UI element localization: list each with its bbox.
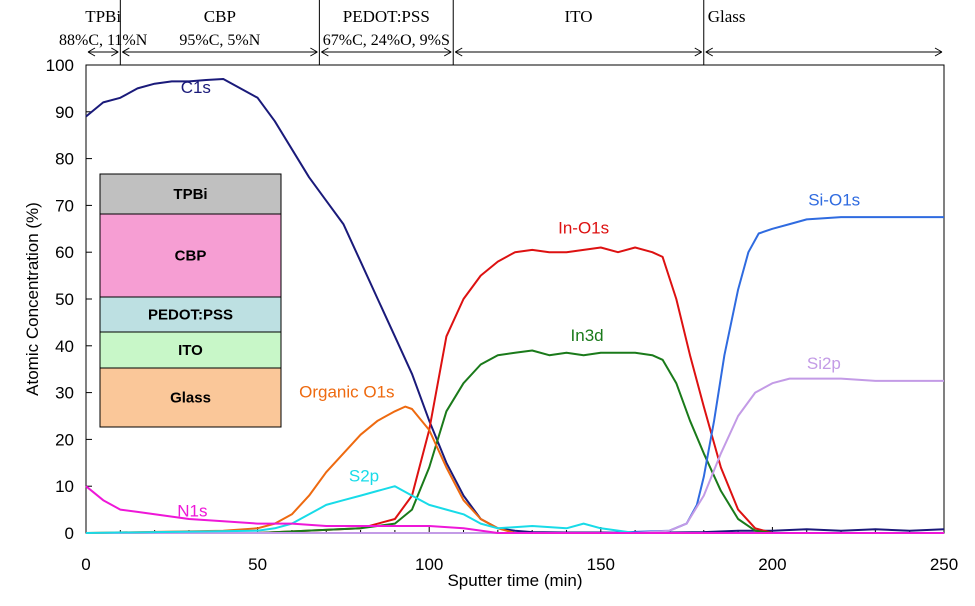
inset-layer-label: CBP	[175, 248, 207, 265]
x-tick-label: 0	[81, 555, 90, 574]
x-tick-label: 200	[758, 555, 786, 574]
region-arrowhead-right	[443, 47, 452, 57]
region-arrowhead-right	[310, 47, 318, 57]
region-arrowhead-right	[694, 47, 703, 57]
y-tick-label: 50	[55, 290, 74, 309]
inset-layer-label: TPBi	[173, 186, 207, 203]
series-label: N1s	[177, 502, 207, 521]
layer-region-header: TPBi 88%C, 11%N CBP 95%C, 5%N PEDOT:PSS 67%C,…	[59, 0, 943, 65]
x-tick-label: 100	[415, 555, 443, 574]
series-labels: C1s In-O1s In3d Si-O1s Si2p Organic O1s S2p N1s	[177, 78, 860, 521]
region-arrowhead-right	[934, 47, 943, 57]
x-axis-ticks: 0 50 100 150 200 250	[81, 527, 958, 574]
series-label: In-O1s	[558, 218, 609, 237]
y-tick-label: 70	[55, 196, 74, 215]
series-line-si2p	[86, 377, 944, 534]
y-tick-label: 10	[55, 477, 74, 496]
region-composition: 95%C, 5%N	[179, 32, 260, 49]
region-composition: 88%C, 11%N	[59, 32, 148, 49]
inset-layer	[99, 213, 282, 298]
region-name: TPBi	[85, 7, 121, 26]
region-name: Glass	[708, 7, 746, 26]
region-arrowhead-left	[87, 47, 96, 57]
region-arrowhead-left	[705, 47, 714, 57]
x-axis-title: Sputter time (min)	[447, 571, 582, 590]
inset-layer	[99, 367, 282, 428]
y-axis-title: Atomic Concentration (%)	[23, 202, 42, 396]
series-label: Organic O1s	[299, 382, 394, 401]
inset-layer	[99, 296, 282, 333]
region-composition: 67%C, 24%O, 9%S	[323, 32, 450, 49]
y-tick-label: 60	[55, 243, 74, 262]
inset-layer	[99, 173, 282, 215]
region-name: CBP	[204, 7, 236, 26]
series-line-n1s	[85, 485, 944, 534]
region-arrowhead-left	[321, 47, 329, 57]
y-tick-label: 20	[55, 430, 74, 449]
series-line-in-o1s	[86, 246, 944, 534]
y-tick-label: 30	[55, 384, 74, 403]
y-tick-label: 0	[65, 524, 74, 543]
series-line-s2p	[85, 485, 944, 534]
x-tick-label: 150	[587, 555, 615, 574]
series-label: S2p	[349, 467, 379, 486]
y-axis-ticks: 0 10 20 30 40 50 60 70 80 90 100	[46, 56, 92, 543]
inset-layer-label: ITO	[178, 342, 203, 359]
y-tick-label: 80	[55, 150, 74, 169]
inset-layer-label: Glass	[170, 390, 211, 407]
series-line-organic-o1s	[85, 405, 944, 534]
series-label: Si2p	[807, 354, 841, 373]
y-tick-label: 40	[55, 337, 74, 356]
layer-stack-inset: TPBi CBP PEDOT:PSS ITO Glass	[99, 173, 282, 428]
x-tick-label: 250	[930, 555, 958, 574]
y-tick-label: 100	[46, 56, 74, 75]
series-label: In3d	[571, 326, 604, 345]
series-lines	[85, 78, 945, 534]
inset-layer	[99, 331, 282, 369]
series-label: Si-O1s	[808, 190, 860, 209]
inset-layer-label: PEDOT:PSS	[148, 307, 233, 324]
region-arrowhead-right	[111, 47, 119, 57]
region-arrowhead-left	[454, 47, 463, 57]
series-line-c1s	[85, 78, 945, 534]
y-tick-label: 90	[55, 103, 74, 122]
region-name: ITO	[564, 7, 592, 26]
series-label: C1s	[181, 78, 211, 97]
region-name: PEDOT:PSS	[343, 7, 430, 26]
region-arrowhead-left	[122, 47, 130, 57]
x-tick-label: 50	[248, 555, 267, 574]
